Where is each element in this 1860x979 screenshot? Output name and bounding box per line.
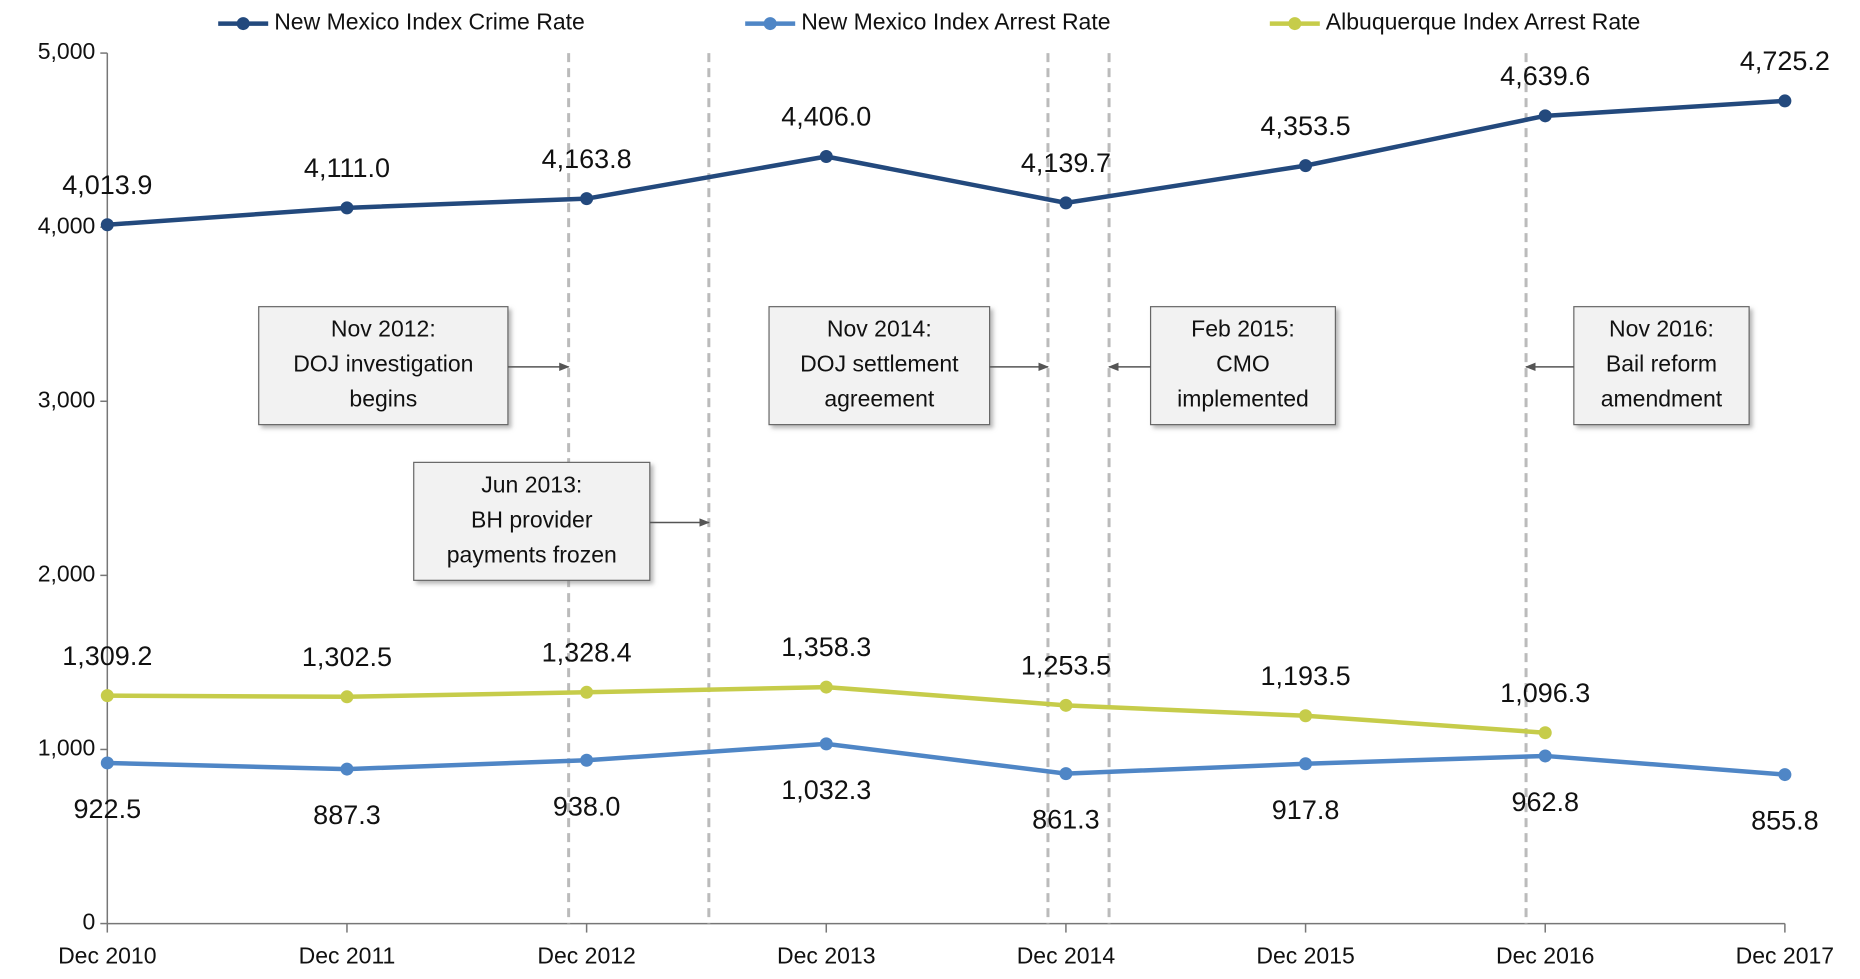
annotation-box bbox=[1149, 306, 1336, 426]
annotation-text: CMO bbox=[1216, 351, 1270, 377]
legend-label: New Mexico Index Arrest Rate bbox=[801, 9, 1110, 35]
x-tick-label: Dec 2011 bbox=[299, 943, 396, 969]
y-tick-label: 1,000 bbox=[38, 735, 96, 761]
annotation-text: DOJ settlement bbox=[800, 351, 959, 377]
data-point bbox=[819, 680, 833, 694]
data-point bbox=[1059, 698, 1073, 712]
x-tick-label: Dec 2014 bbox=[1017, 943, 1116, 969]
x-tick-label: Dec 2012 bbox=[537, 943, 635, 969]
annotation-text: payments frozen bbox=[447, 541, 617, 567]
x-tick-label: Dec 2010 bbox=[58, 943, 156, 969]
annotation-text: implemented bbox=[1177, 386, 1309, 412]
annotation-text: Nov 2016: bbox=[1609, 316, 1714, 342]
data-point bbox=[1778, 94, 1792, 108]
data-point bbox=[1778, 768, 1792, 782]
legend-marker bbox=[236, 17, 250, 31]
annotation-box bbox=[1573, 306, 1750, 426]
x-tick-label: Dec 2017 bbox=[1736, 943, 1834, 969]
data-point bbox=[580, 192, 594, 206]
y-tick-label: 4,000 bbox=[38, 212, 96, 238]
data-label: 4,163.8 bbox=[542, 144, 632, 174]
y-tick-label: 2,000 bbox=[38, 560, 96, 586]
data-point bbox=[340, 690, 354, 704]
annotation-text: Feb 2015: bbox=[1191, 316, 1295, 342]
annotation-text: amendment bbox=[1601, 386, 1723, 412]
data-point bbox=[1538, 749, 1552, 763]
data-label: 1,032.3 bbox=[781, 775, 871, 805]
data-label: 861.3 bbox=[1032, 805, 1100, 835]
y-tick-label: 5,000 bbox=[38, 38, 96, 64]
data-label: 855.8 bbox=[1751, 806, 1819, 836]
x-tick-label: Dec 2013 bbox=[777, 943, 875, 969]
data-point bbox=[819, 149, 833, 163]
data-point bbox=[100, 689, 114, 703]
data-label: 4,725.2 bbox=[1740, 46, 1830, 76]
data-label: 4,013.9 bbox=[62, 170, 152, 200]
data-label: 1,309.2 bbox=[62, 641, 152, 671]
annotation-text: Nov 2014: bbox=[827, 316, 932, 342]
y-tick-label: 3,000 bbox=[38, 386, 96, 412]
annotation-text: Bail reform bbox=[1606, 351, 1717, 377]
data-label: 962.8 bbox=[1511, 787, 1579, 817]
data-point bbox=[1538, 726, 1552, 740]
x-tick-label: Dec 2016 bbox=[1496, 943, 1594, 969]
data-label: 1,358.3 bbox=[781, 632, 871, 662]
data-label: 1,096.3 bbox=[1500, 678, 1590, 708]
x-tick-label: Dec 2015 bbox=[1256, 943, 1354, 969]
legend-label: New Mexico Index Crime Rate bbox=[274, 9, 585, 35]
data-point bbox=[100, 756, 114, 770]
legend-label: Albuquerque Index Arrest Rate bbox=[1326, 9, 1641, 35]
legend-marker bbox=[1288, 17, 1302, 31]
annotation-text: begins bbox=[349, 386, 417, 412]
annotation-text: Jun 2013: bbox=[481, 471, 582, 497]
data-point bbox=[1059, 196, 1073, 210]
data-label: 4,406.0 bbox=[781, 102, 871, 132]
data-label: 4,139.7 bbox=[1021, 148, 1111, 178]
data-label: 4,111.0 bbox=[304, 153, 390, 183]
data-point bbox=[580, 753, 594, 767]
annotation-box bbox=[258, 306, 509, 426]
data-label: 917.8 bbox=[1272, 795, 1340, 825]
data-point bbox=[1299, 709, 1313, 723]
data-point bbox=[340, 762, 354, 776]
annotation-text: DOJ investigation bbox=[293, 351, 473, 377]
data-label: 1,302.5 bbox=[302, 642, 392, 672]
annotation-box bbox=[413, 461, 651, 581]
data-label: 4,639.6 bbox=[1500, 61, 1590, 91]
data-label: 922.5 bbox=[74, 794, 142, 824]
series-line bbox=[107, 98, 1786, 227]
data-point bbox=[1299, 757, 1313, 771]
annotation-text: agreement bbox=[824, 386, 935, 412]
annotation-box bbox=[768, 306, 991, 426]
data-point bbox=[1299, 159, 1313, 173]
data-label: 887.3 bbox=[313, 800, 381, 830]
annotation-text: BH provider bbox=[471, 506, 593, 532]
data-label: 1,253.5 bbox=[1021, 650, 1111, 680]
data-point bbox=[1538, 109, 1552, 123]
series-line bbox=[107, 741, 1786, 777]
data-point bbox=[1059, 767, 1073, 781]
data-label: 1,193.5 bbox=[1261, 661, 1351, 691]
annotation-text: Nov 2012: bbox=[331, 316, 436, 342]
data-point bbox=[100, 218, 114, 232]
series-line bbox=[107, 684, 1546, 735]
data-label: 4,353.5 bbox=[1261, 111, 1351, 141]
data-point bbox=[580, 685, 594, 699]
data-point bbox=[819, 737, 833, 751]
data-label: 938.0 bbox=[553, 791, 621, 821]
data-label: 1,328.4 bbox=[542, 637, 632, 667]
data-point bbox=[340, 201, 354, 215]
y-tick-label: 0 bbox=[83, 909, 96, 935]
legend-marker bbox=[763, 17, 777, 31]
